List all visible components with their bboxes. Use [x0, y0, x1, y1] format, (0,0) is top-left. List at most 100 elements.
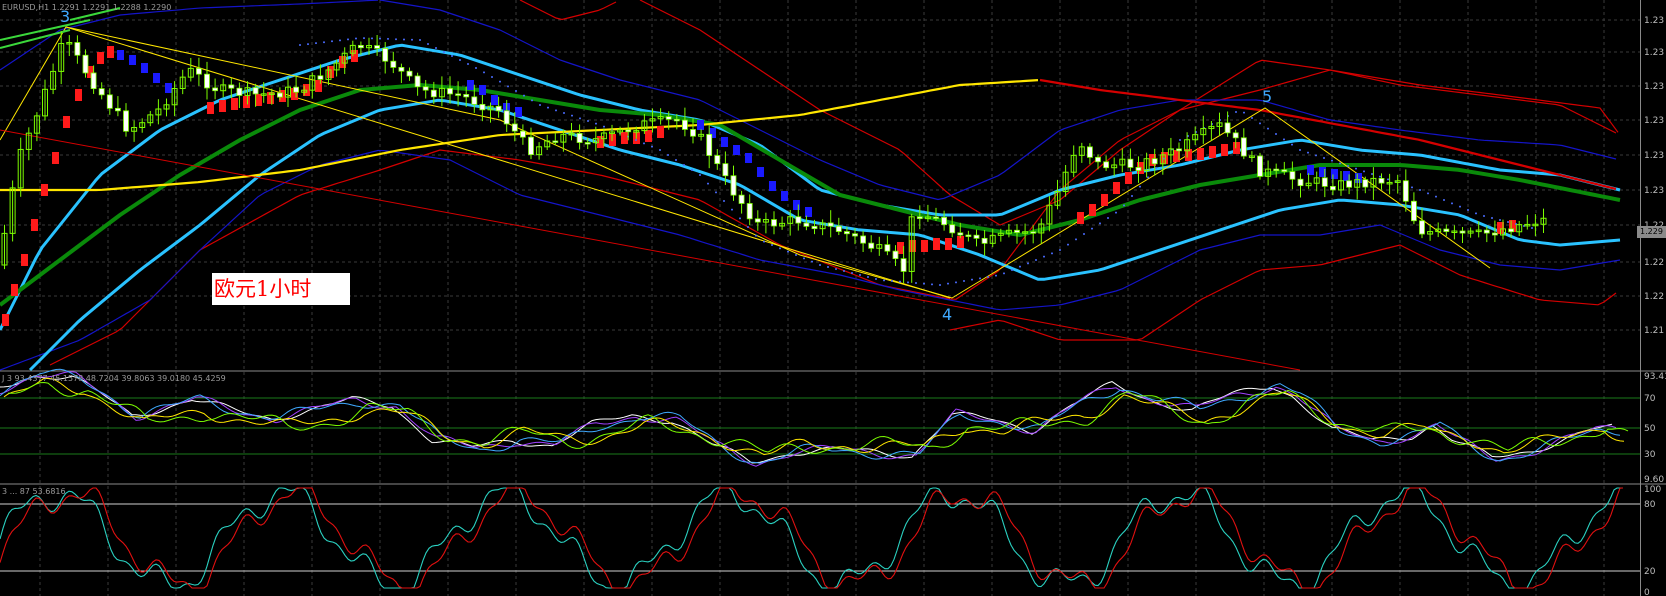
main-chart-header: EURUSD,H1 1.2291 1.2291 1.2288 1.2290: [2, 3, 171, 12]
envelope-dot: [1179, 139, 1181, 141]
candle-body-bull: [560, 133, 567, 143]
candle-body-bull: [50, 70, 57, 90]
envelope-dot: [755, 234, 757, 237]
envelope-dot: [1379, 175, 1381, 178]
candle-body-bull: [1192, 134, 1199, 141]
price-axis: 1.231.231.231.231.231.231.221.221.221.21…: [1644, 16, 1666, 596]
candle-body-bear: [1297, 178, 1304, 187]
candle-body-bull: [1370, 177, 1377, 188]
candle-body-bull: [1119, 158, 1126, 166]
outer-band-upper: [49, 59, 1617, 366]
oscillator-2-tick: 80: [1644, 500, 1656, 510]
candle-body-bear: [1176, 148, 1182, 152]
candle-body-bear: [414, 75, 421, 88]
candle-body-bear: [706, 133, 713, 156]
envelope-dot: [1355, 167, 1357, 170]
candle-body-bull: [787, 216, 794, 224]
candle-body-bear: [1378, 178, 1385, 184]
envelope-dot: [579, 117, 581, 120]
candle-body-bear: [1103, 161, 1109, 169]
candle-body-bear: [357, 44, 364, 49]
envelope-dot: [851, 272, 853, 274]
envelope-dot: [1531, 227, 1533, 229]
oscillator-1: [0, 368, 1640, 467]
sar-dot: [153, 73, 160, 83]
candle-body-bear: [463, 94, 470, 98]
candle-body-bear: [722, 163, 729, 177]
sar-dot: [291, 88, 298, 100]
candle-body-bear: [1240, 137, 1247, 157]
envelope-dot: [939, 284, 941, 286]
candle-body-bull: [285, 86, 291, 98]
candle-body-bear: [228, 84, 235, 89]
envelope-dot: [979, 277, 981, 280]
sar-dot: [897, 242, 904, 254]
candle-body-bear: [1014, 229, 1020, 233]
envelope-dot: [307, 43, 309, 46]
candle-body-bear: [673, 118, 680, 122]
envelope-dot: [1067, 243, 1069, 246]
sar-dot: [909, 240, 916, 252]
sar-dot: [267, 92, 274, 104]
envelope-dot: [491, 76, 493, 78]
envelope-dot: [699, 174, 701, 176]
envelope-dot: [811, 260, 813, 263]
envelope-dot: [659, 149, 661, 151]
envelope-dot: [875, 278, 877, 280]
sar-dot: [141, 63, 148, 73]
candle-body-bull: [42, 88, 48, 117]
candle-body-bull: [1200, 128, 1207, 136]
envelope-dot: [1011, 269, 1013, 271]
candle-body-bull: [641, 120, 648, 132]
candle-body-bull: [309, 75, 316, 91]
envelope-dot: [1435, 195, 1437, 198]
envelope-dot: [1147, 176, 1149, 179]
candle-body-bull: [1167, 148, 1174, 156]
envelope-dot: [731, 208, 733, 211]
candle-body-bull: [66, 42, 73, 45]
wave-label: 3: [60, 7, 70, 26]
candle-body-bull: [366, 45, 372, 49]
candle-body-bear: [690, 129, 696, 137]
candle-body-bull: [349, 44, 356, 54]
indicator-bands: [0, 0, 1621, 372]
candle-body-bull: [600, 132, 607, 140]
sar-dot: [107, 46, 114, 58]
price-tick-label: 1.22: [1644, 292, 1664, 302]
envelope-dot: [971, 278, 973, 281]
candle-body-bull: [220, 84, 227, 92]
envelope-dot: [1507, 221, 1509, 223]
envelope-dot: [859, 274, 861, 276]
sar-dot: [957, 236, 964, 248]
candle-body-bull: [1451, 230, 1458, 234]
candle-body-bull: [1427, 231, 1434, 235]
candle-body-bear: [900, 258, 907, 272]
candle-body-bear: [584, 142, 591, 145]
candle-body-bear: [1402, 180, 1409, 202]
candle-body-bull: [536, 146, 543, 156]
candle-body-bear: [941, 216, 947, 226]
envelope-dot: [427, 43, 429, 45]
candle-body-bear: [317, 75, 324, 80]
candle-body-bull: [171, 87, 178, 106]
candle-body-bull: [1532, 223, 1539, 227]
envelope-dot: [1299, 149, 1301, 151]
oscillator-1-tick: 70: [1644, 394, 1656, 404]
sar-dot: [52, 152, 59, 164]
candle-body-bear: [1443, 228, 1450, 232]
candle-body-bear: [422, 86, 429, 91]
candle-body-bull: [1313, 177, 1320, 184]
wave-label: 4: [942, 305, 952, 324]
envelope-dot: [363, 37, 365, 40]
envelope-dot: [1323, 157, 1325, 159]
envelope-dot: [1243, 111, 1245, 114]
envelope-dot: [443, 51, 445, 53]
envelope-dot: [1363, 170, 1365, 173]
envelope-dot: [915, 282, 917, 284]
chart-annotation: 欧元1小时: [212, 273, 350, 305]
oscillator-2: [0, 487, 1640, 589]
envelope-dot: [339, 39, 341, 42]
candle-body-bear: [795, 216, 802, 224]
envelope-dot: [371, 37, 373, 40]
candle-body-bear: [771, 219, 777, 227]
